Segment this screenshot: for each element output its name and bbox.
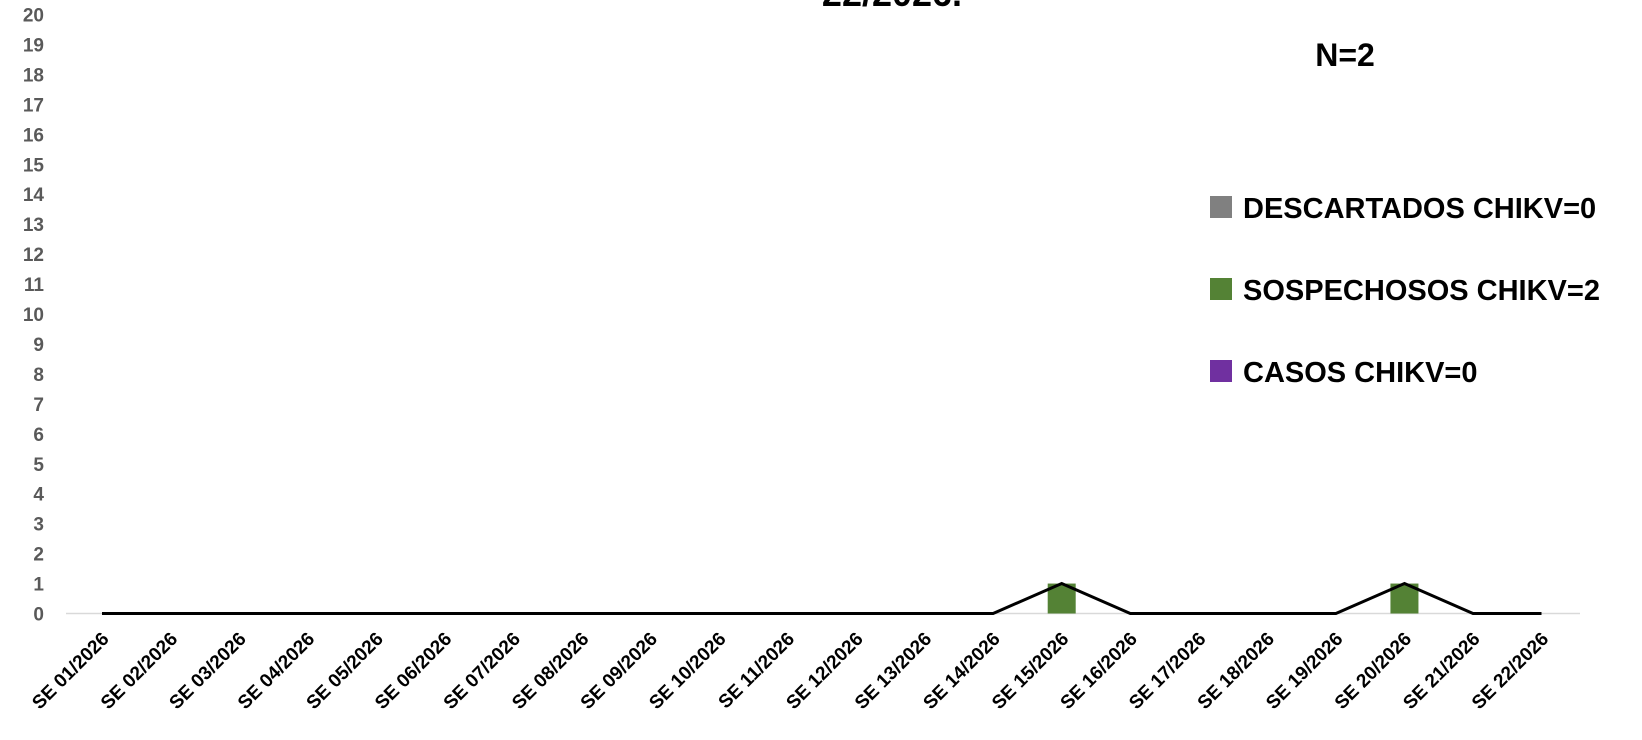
y-tick-label: 10 [23,305,44,326]
y-tick-label: 8 [33,365,44,386]
y-tick-label: 12 [23,245,44,266]
line-series-group [102,581,1542,615]
y-tick-label: 1 [33,575,44,596]
y-tick-label: 3 [33,515,44,536]
y-tick-label: 6 [33,425,44,446]
y-tick-label: 0 [33,605,44,626]
y-tick-label: 19 [23,35,44,56]
series-line [102,581,1542,615]
legend-swatch [1210,360,1232,382]
y-tick-label: 4 [33,485,44,506]
y-tick-label: 20 [23,6,44,27]
legend: DESCARTADOS CHIKV=0 SOSPECHOSOS CHIKV=2 CA… [1210,193,1600,389]
y-tick-label: 18 [23,65,44,86]
y-tick-label: 2 [33,545,44,566]
legend-label: DESCARTADOS CHIKV=0 [1243,193,1596,225]
y-tick-label: 14 [23,185,45,206]
y-tick-label: 16 [23,125,44,146]
legend-swatch [1210,196,1232,218]
legend-swatch [1210,278,1232,300]
y-tick-label: 9 [33,335,44,356]
y-tick-label: 11 [24,275,45,296]
y-tick-label: 7 [33,395,44,416]
y-tick-label: 13 [23,215,44,236]
chart-title: 22/2026. [822,0,962,14]
legend-label: CASOS CHIKV=0 [1243,357,1477,389]
y-tick-label: 17 [23,95,44,116]
y-tick-label: 15 [23,155,45,176]
legend-label: SOSPECHOSOS CHIKV=2 [1243,275,1600,307]
chart-subtitle-n: N=2 [1315,37,1375,73]
bars-group [1047,583,1419,614]
y-tick-label: 5 [33,455,44,476]
